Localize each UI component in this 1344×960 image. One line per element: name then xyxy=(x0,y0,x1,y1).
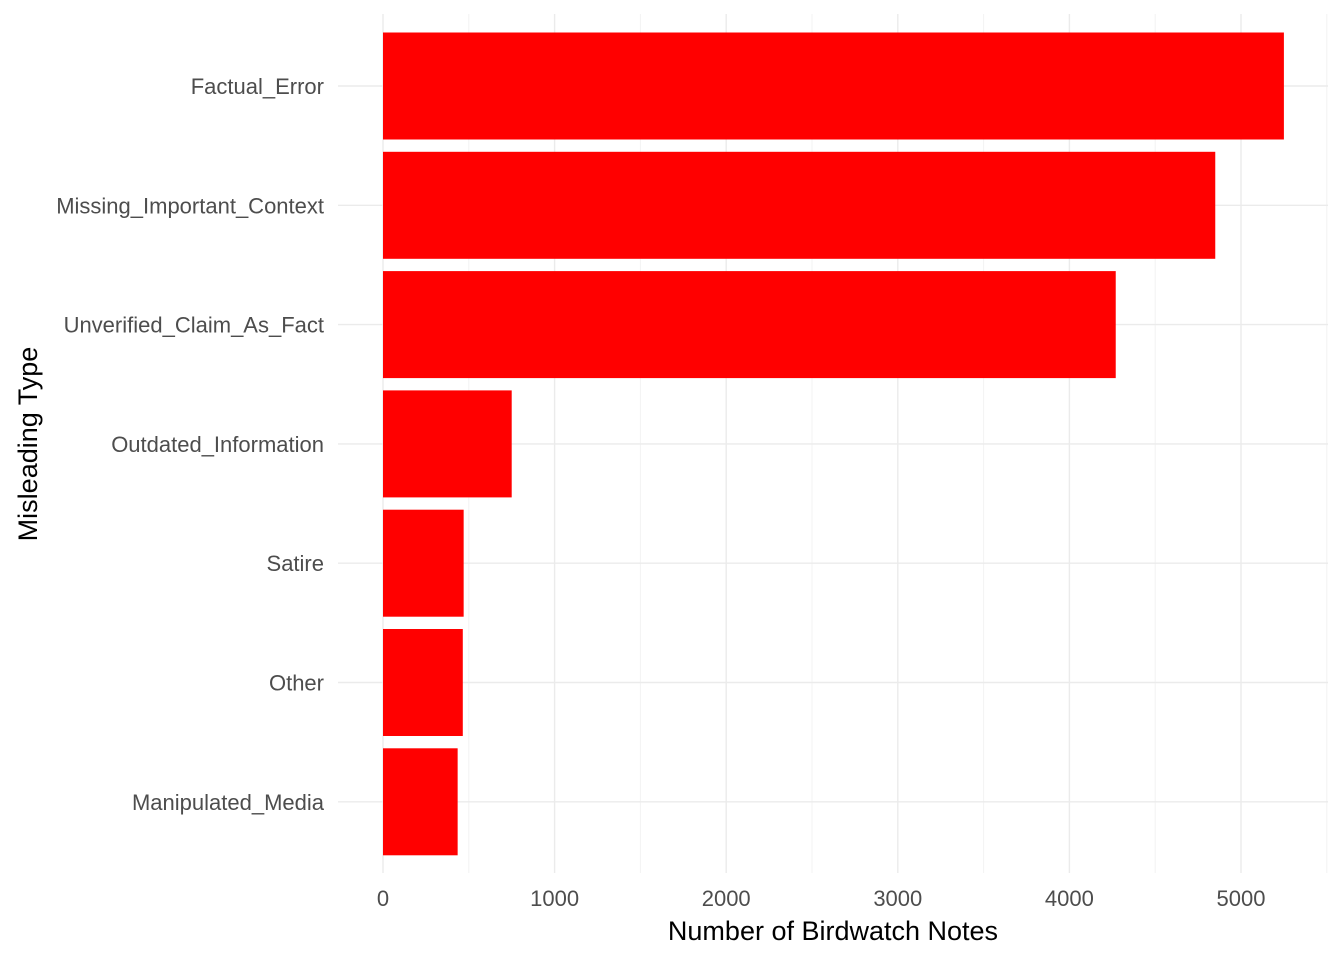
y-tick-label: Unverified_Claim_As_Fact xyxy=(64,313,324,338)
y-tick-label: Satire xyxy=(267,551,324,576)
bar-factual-error xyxy=(383,32,1284,140)
y-tick-label: Factual_Error xyxy=(191,74,324,99)
y-tick-label: Manipulated_Media xyxy=(132,790,325,815)
x-tick-label: 5000 xyxy=(1217,886,1266,911)
y-axis-title: Misleading Type xyxy=(13,347,43,542)
bars xyxy=(383,32,1284,856)
y-tick-label: Outdated_Information xyxy=(111,432,324,457)
y-tick-label: Other xyxy=(269,671,324,696)
x-tick-label: 0 xyxy=(377,886,389,911)
bar-missing-important-context xyxy=(383,151,1216,259)
x-tick-label: 3000 xyxy=(873,886,922,911)
bar-satire xyxy=(383,509,464,617)
x-axis-title: Number of Birdwatch Notes xyxy=(668,916,998,946)
bar-manipulated-media xyxy=(383,748,458,856)
x-tick-label: 2000 xyxy=(702,886,751,911)
bar-unverified-claim-as-fact xyxy=(383,271,1116,379)
y-tick-labels: Factual_Error Missing_Important_Context Un… xyxy=(56,74,325,815)
x-tick-label: 4000 xyxy=(1045,886,1094,911)
x-tick-label: 1000 xyxy=(530,886,579,911)
x-tick-labels: 0 1000 2000 3000 4000 5000 xyxy=(377,886,1266,911)
y-tick-label: Missing_Important_Context xyxy=(56,193,324,218)
bar-other xyxy=(383,629,463,736)
bar-outdated-information xyxy=(383,390,512,498)
